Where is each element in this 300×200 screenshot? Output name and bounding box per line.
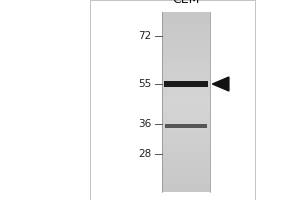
Bar: [162, 156, 210, 159]
Bar: [162, 150, 210, 153]
Bar: [164, 81, 208, 87]
Bar: [162, 90, 210, 93]
Bar: [162, 186, 210, 189]
Text: 72: 72: [138, 31, 152, 41]
Bar: [162, 21, 210, 24]
Bar: [162, 141, 210, 144]
Bar: [162, 72, 210, 75]
Bar: [165, 124, 207, 128]
Polygon shape: [212, 77, 229, 91]
Bar: [162, 135, 210, 138]
Bar: [162, 48, 210, 51]
Bar: [162, 36, 210, 39]
Bar: [162, 120, 210, 123]
Bar: [162, 42, 210, 45]
Bar: [162, 189, 210, 192]
Bar: [162, 177, 210, 180]
Bar: [162, 96, 210, 99]
Bar: [162, 54, 210, 57]
Bar: [162, 87, 210, 90]
Bar: [162, 75, 210, 78]
Bar: [162, 60, 210, 63]
Bar: [162, 129, 210, 132]
Bar: [162, 30, 210, 33]
Bar: [162, 105, 210, 108]
Bar: [162, 165, 210, 168]
Bar: [162, 117, 210, 120]
Bar: [162, 33, 210, 36]
Bar: [162, 138, 210, 141]
Bar: [162, 153, 210, 156]
Bar: [162, 18, 210, 21]
Bar: [162, 99, 210, 102]
Text: CEM: CEM: [172, 0, 200, 6]
Bar: [162, 84, 210, 87]
Bar: [162, 174, 210, 177]
Bar: [162, 183, 210, 186]
Bar: [162, 27, 210, 30]
Text: 28: 28: [138, 149, 152, 159]
Text: 55: 55: [138, 79, 152, 89]
Bar: [162, 126, 210, 129]
Bar: [90, 0, 255, 200]
Bar: [162, 162, 210, 165]
Bar: [162, 69, 210, 72]
Bar: [162, 168, 210, 171]
Text: 36: 36: [138, 119, 152, 129]
Bar: [162, 24, 210, 27]
Bar: [162, 147, 210, 150]
Bar: [162, 81, 210, 84]
Bar: [162, 15, 210, 18]
Bar: [162, 108, 210, 111]
Bar: [162, 51, 210, 54]
Bar: [162, 114, 210, 117]
Bar: [162, 123, 210, 126]
Bar: [162, 93, 210, 96]
Bar: [162, 102, 210, 105]
Bar: [162, 111, 210, 114]
Bar: [162, 57, 210, 60]
Bar: [162, 180, 210, 183]
Bar: [162, 66, 210, 69]
Bar: [162, 39, 210, 42]
Bar: [162, 78, 210, 81]
Bar: [162, 132, 210, 135]
Bar: [162, 171, 210, 174]
Bar: [162, 45, 210, 48]
Bar: [162, 159, 210, 162]
Bar: [162, 144, 210, 147]
Bar: [162, 63, 210, 66]
Bar: [162, 12, 210, 15]
